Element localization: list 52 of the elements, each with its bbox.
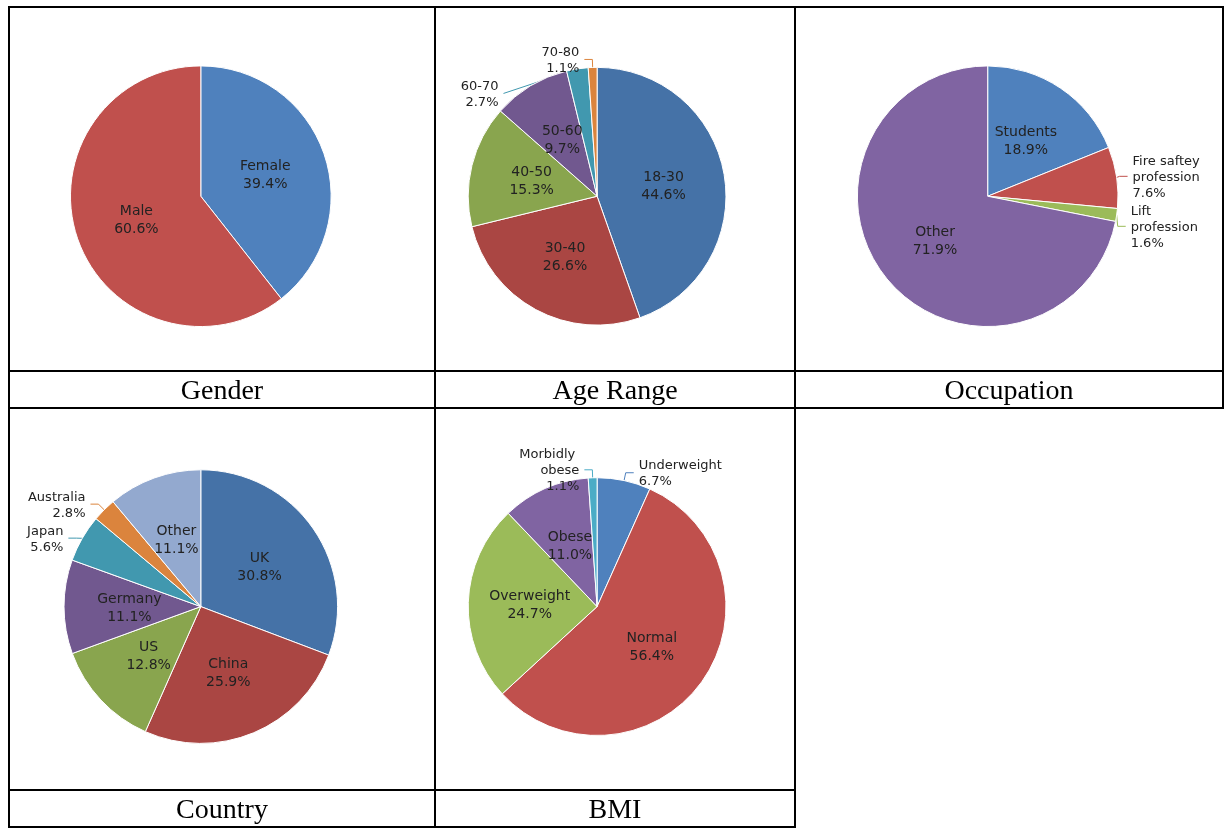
slice-label: China bbox=[208, 655, 249, 672]
text: Gender bbox=[10, 372, 434, 407]
slice-label: 60-70 bbox=[460, 77, 499, 93]
slice-label: Overweight bbox=[489, 587, 571, 604]
data-label: 7.6% bbox=[1132, 184, 1166, 200]
data-label: 11.0% bbox=[547, 545, 593, 562]
data-label: 2.7% bbox=[465, 93, 499, 109]
slice-label: Students bbox=[994, 122, 1058, 139]
data-label: 1.1% bbox=[546, 59, 580, 75]
data-label: 71.9% bbox=[912, 240, 958, 257]
slice-label: 30-40 bbox=[544, 238, 586, 255]
slice-label: 18-30 bbox=[643, 167, 684, 184]
text: BMI bbox=[436, 791, 794, 826]
data-label: 12.8% bbox=[126, 656, 171, 673]
slice-label: Lift profession bbox=[1130, 202, 1198, 234]
slice-label: Female bbox=[239, 156, 291, 173]
data-label: 18.9% bbox=[1003, 140, 1049, 157]
data-label: 11.1% bbox=[154, 540, 199, 557]
data-label: 60.6% bbox=[114, 219, 159, 236]
data-label: 30.8% bbox=[237, 567, 282, 584]
slice-label: UK bbox=[249, 549, 271, 566]
slice-label: Other bbox=[915, 222, 956, 239]
data-label: 9.7% bbox=[544, 139, 581, 156]
text: Country bbox=[10, 791, 434, 826]
data-label: 25.9% bbox=[206, 673, 251, 690]
data-label: 24.7% bbox=[507, 605, 552, 622]
slice-label: 70-80 bbox=[541, 43, 580, 59]
slice-label: Normal bbox=[626, 629, 678, 646]
data-label: 44.6% bbox=[641, 185, 686, 202]
data-label: 1.6% bbox=[1130, 234, 1164, 250]
data-label: 39.4% bbox=[242, 174, 288, 191]
slice-label: Underweight bbox=[638, 457, 722, 473]
slice-label: Obese bbox=[547, 527, 593, 544]
text: Occupation bbox=[796, 372, 1222, 407]
slice-label: Morbidly obese bbox=[519, 446, 580, 478]
data-label: 15.3% bbox=[509, 181, 554, 198]
data-label: 56.4% bbox=[629, 647, 675, 664]
slice-label: Fire saftey profession bbox=[1132, 152, 1204, 184]
data-label: 26.6% bbox=[542, 256, 588, 273]
slice-label: Male bbox=[119, 201, 153, 218]
slice-label: Australia bbox=[27, 488, 86, 504]
slice-label: 40-50 bbox=[511, 163, 552, 180]
slice-label: Japan bbox=[26, 522, 64, 538]
slice-label: Germany bbox=[97, 589, 162, 606]
text: Age Range bbox=[436, 372, 794, 407]
data-label: 2.8% bbox=[52, 504, 86, 520]
data-label: 11.1% bbox=[107, 607, 152, 624]
data-label: 6.7% bbox=[638, 473, 672, 489]
data-label: 5.6% bbox=[30, 538, 64, 554]
slice-label: US bbox=[139, 638, 159, 655]
data-label: 1.1% bbox=[546, 478, 580, 494]
slice-label: Other bbox=[156, 522, 197, 539]
